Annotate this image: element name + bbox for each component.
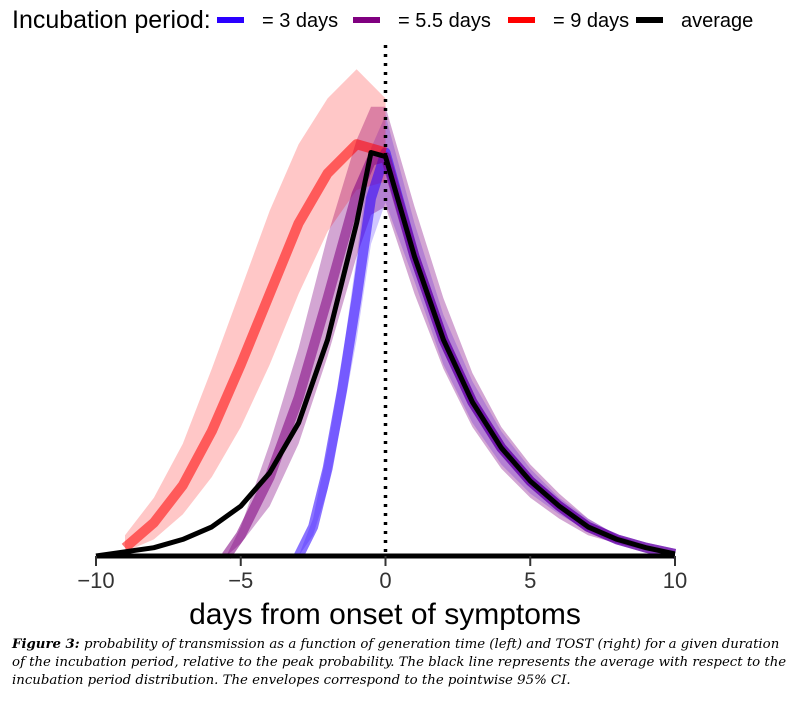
band-9-days	[125, 69, 386, 552]
series-lines	[95, 139, 677, 559]
x-tick-label: −10	[77, 568, 114, 593]
x-tick-label: 10	[663, 568, 687, 593]
legend-title: Incubation period:	[12, 6, 211, 34]
legend: Incubation period: = 3 days = 5.5 days =…	[12, 6, 753, 34]
confidence-bands	[125, 69, 676, 556]
line-average	[95, 150, 676, 559]
legend-label-3-days: = 3 days	[262, 10, 338, 32]
figure-caption: Figure 3: probability of transmission as…	[12, 636, 792, 690]
x-axis-title: days from onset of symptoms	[189, 598, 581, 631]
caption-text: probability of transmission as a functio…	[12, 637, 787, 688]
caption-label: Figure 3:	[12, 637, 80, 652]
legend-label-9-days: = 9 days	[553, 10, 629, 32]
legend-label-5-5-days: = 5.5 days	[398, 10, 491, 32]
x-tick-label: 0	[379, 568, 391, 593]
legend-label-average: average	[681, 10, 753, 32]
chart: Incubation period: = 3 days = 5.5 days =…	[12, 6, 753, 631]
x-axis-ticks: −10 −5 0 5 10	[77, 556, 687, 593]
band-5-5-days	[226, 106, 676, 556]
line-9-days	[121, 139, 387, 552]
x-tick-label: 5	[524, 568, 536, 593]
x-tick-label: −5	[228, 568, 253, 593]
